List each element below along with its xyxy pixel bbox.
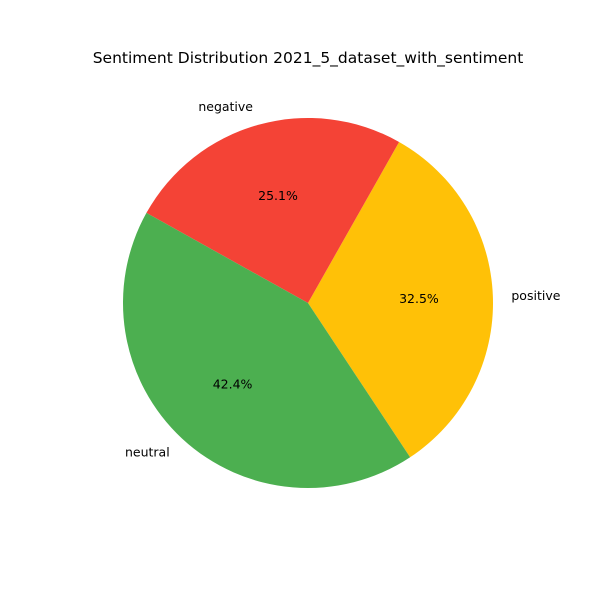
slice-percent-positive: 32.5%: [399, 291, 439, 306]
slice-label-positive: positive: [511, 288, 560, 303]
slice-percent-negative: 25.1%: [258, 188, 298, 203]
pie-slice-positive: [308, 141, 493, 458]
pie-labels: positive 32.5% negative 25.1% neutral 42.4%: [125, 99, 561, 459]
pie-slice-neutral: [122, 212, 411, 489]
slice-label-neutral: neutral: [125, 444, 170, 459]
chart-title: Sentiment Distribution 2021_5_dataset_wi…: [93, 49, 524, 68]
slice-label-negative: negative: [198, 99, 253, 114]
pie-slices: [122, 117, 493, 489]
slice-percent-neutral: 42.4%: [213, 376, 253, 391]
pie-slice-negative: [146, 117, 400, 303]
